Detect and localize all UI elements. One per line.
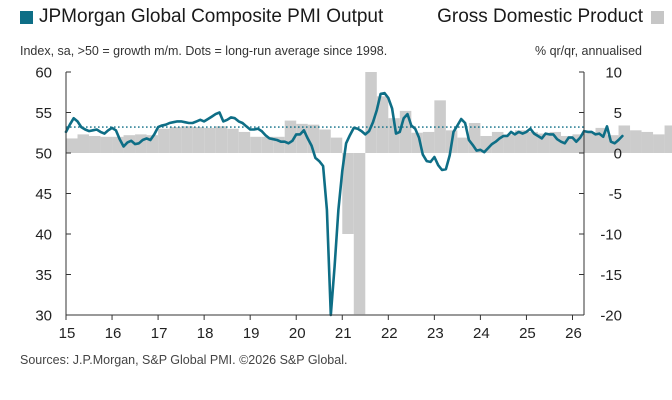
- right-axis-tick-label: 5: [614, 105, 622, 122]
- right-axis-tick-label: -20: [600, 308, 622, 325]
- gdp-bar: [330, 137, 343, 153]
- gdp-bar: [135, 134, 147, 153]
- gdp-bar: [514, 130, 527, 153]
- left-axis-tick-label: 35: [35, 267, 52, 284]
- legend-pmi-swatch: [20, 10, 33, 24]
- gdp-bar: [227, 128, 239, 153]
- x-axis-tick-label: 15: [59, 325, 76, 342]
- chart-subtitle-right: % qr/qr, annualised: [534, 44, 642, 58]
- gdp-bar: [100, 136, 113, 153]
- gdp-bar: [158, 128, 170, 153]
- x-axis-tick-label: 17: [151, 325, 168, 342]
- gdp-bar: [284, 120, 297, 153]
- source-note: Sources: J.P.Morgan, S&P Global PMI. ©20…: [20, 353, 348, 367]
- gdp-bar: [572, 134, 584, 153]
- gdp-bar: [607, 135, 619, 153]
- legend-pmi: JPMorgan Global Composite PMI Output: [20, 6, 383, 28]
- gdp-bar: [261, 136, 274, 153]
- gdp-bar: [630, 130, 642, 153]
- x-axis-tick-label: 26: [565, 325, 582, 342]
- gdp-bar: [388, 118, 400, 153]
- gdp-bar: [584, 131, 596, 153]
- legend: JPMorgan Global Composite PMI Output Gro…: [20, 6, 664, 32]
- x-axis-tick-label: 22: [381, 325, 398, 342]
- x-axis-tick-label: 23: [427, 325, 444, 342]
- gdp-bar: [526, 131, 538, 153]
- gdp-bar: [503, 134, 515, 153]
- left-axis-tick-label: 60: [35, 65, 52, 82]
- gdp-bar: [560, 135, 573, 153]
- gdp-bar: [365, 72, 377, 153]
- gdp-bar: [664, 125, 672, 153]
- gdp-bar: [146, 135, 159, 153]
- gdp-bar: [204, 127, 216, 153]
- gdp-bar: [468, 123, 481, 153]
- x-axis-tick-label: 24: [473, 325, 490, 342]
- x-axis-tick-label: 21: [335, 325, 352, 342]
- chart-subtitle-left: Index, sa, >50 = growth m/m. Dots = long…: [20, 44, 388, 58]
- left-axis-tick-label: 50: [35, 146, 52, 163]
- gdp-bar: [273, 136, 285, 153]
- x-axis-tick-label: 20: [289, 325, 306, 342]
- gdp-bar: [89, 135, 101, 153]
- gdp-bar: [342, 153, 354, 234]
- gdp-bar: [319, 129, 331, 153]
- gdp-bar: [77, 134, 90, 153]
- left-axis-tick-label: 40: [35, 227, 52, 244]
- gdp-bar: [296, 123, 308, 153]
- gdp-bar: [307, 124, 320, 153]
- gdp-bar: [353, 153, 366, 315]
- x-axis-tick-label: 19: [243, 325, 260, 342]
- pmi-line: [64, 91, 624, 317]
- left-axis-tick-label: 30: [35, 308, 52, 325]
- x-axis-tick-label: 16: [105, 325, 122, 342]
- gdp-bar: [434, 100, 446, 153]
- gdp-bar: [457, 137, 469, 153]
- gdp-bar: [595, 127, 608, 153]
- right-axis-tick-label: 0: [614, 146, 622, 163]
- legend-gdp-swatch: [651, 10, 664, 24]
- gdp-bar: [480, 135, 492, 153]
- right-axis-tick-label: -15: [600, 267, 622, 284]
- gdp-bar: [641, 131, 654, 153]
- gdp-bar: [399, 110, 412, 153]
- gdp-bar: [192, 127, 205, 153]
- gdp-bar: [491, 131, 504, 153]
- gdp-bar: [66, 138, 78, 153]
- right-axis-tick-label: -5: [609, 186, 622, 203]
- gdp-bar: [653, 134, 665, 153]
- legend-pmi-label: JPMorgan Global Composite PMI Output: [39, 6, 384, 27]
- gdp-bar: [250, 136, 262, 153]
- x-axis-tick-label: 25: [519, 325, 536, 342]
- right-axis-tick-label: 10: [605, 65, 622, 82]
- gdp-bar: [169, 127, 182, 153]
- gdp-bar: [537, 133, 550, 153]
- gdp-bar: [411, 132, 423, 153]
- gdp-bar: [181, 126, 193, 153]
- x-axis-tick-label: 18: [197, 325, 214, 342]
- left-axis-tick-label: 55: [35, 105, 52, 122]
- gdp-bar: [549, 131, 561, 153]
- gdp-bar: [376, 96, 389, 153]
- gdp-bar: [422, 131, 435, 153]
- gdp-bar: [123, 135, 136, 153]
- gdp-bar: [618, 125, 631, 153]
- gdp-bar: [215, 126, 228, 153]
- left-axis-tick-label: 45: [35, 186, 52, 203]
- legend-gdp: Gross Domestic Product: [437, 6, 664, 28]
- gdp-bar: [112, 136, 124, 153]
- legend-gdp-label: Gross Domestic Product: [437, 6, 643, 27]
- gdp-bar: [238, 131, 251, 153]
- right-axis-tick-label: -10: [600, 227, 622, 244]
